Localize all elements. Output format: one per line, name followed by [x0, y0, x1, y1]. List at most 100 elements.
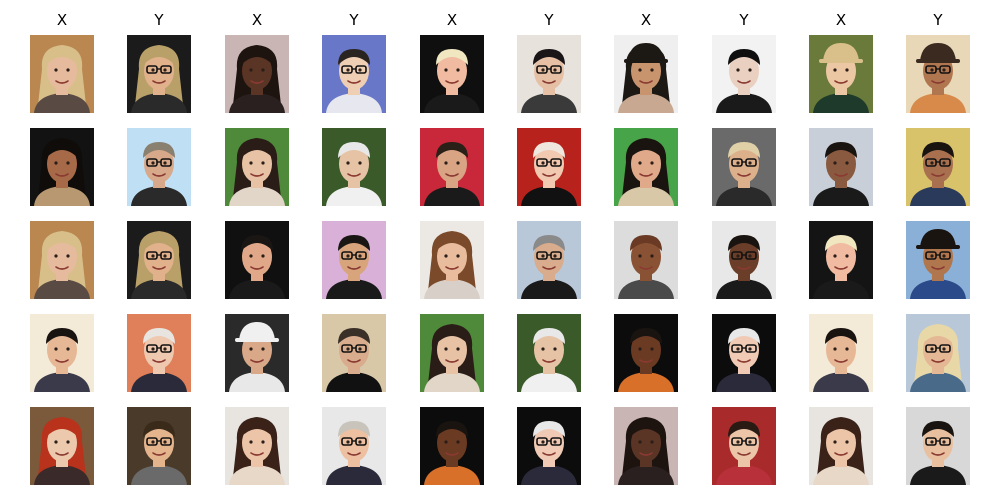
face-portrait: [225, 128, 289, 206]
column-label: Y: [154, 11, 164, 29]
face-portrait: [712, 35, 776, 113]
face-portrait: [322, 407, 386, 485]
face-thumbnail: [322, 221, 386, 299]
face-portrait: [712, 128, 776, 206]
face-thumbnail: [225, 407, 289, 485]
face-thumbnail: [809, 407, 873, 485]
face-portrait: [225, 407, 289, 485]
face-thumbnail: [614, 35, 678, 113]
face-thumbnail: [517, 128, 581, 206]
face-portrait: [906, 314, 970, 392]
face-thumbnail: [906, 314, 970, 392]
face-portrait: [809, 407, 873, 485]
face-portrait: [322, 314, 386, 392]
face-thumbnail: [809, 221, 873, 299]
face-portrait: [906, 35, 970, 113]
face-thumbnail: [30, 35, 94, 113]
face-portrait: [809, 314, 873, 392]
face-thumbnail: [906, 221, 970, 299]
face-thumbnail: [127, 221, 191, 299]
face-portrait: [127, 221, 191, 299]
face-portrait: [809, 35, 873, 113]
face-thumbnail: [225, 128, 289, 206]
face-thumbnail: [30, 407, 94, 485]
face-portrait: [30, 35, 94, 113]
face-thumbnail: [420, 221, 484, 299]
column-label: X: [56, 11, 68, 29]
face-portrait: [614, 221, 678, 299]
face-thumbnail: [712, 314, 776, 392]
face-thumbnail: [420, 35, 484, 113]
face-portrait: [322, 221, 386, 299]
face-portrait: [517, 407, 581, 485]
face-portrait: [30, 221, 94, 299]
face-thumbnail: [127, 314, 191, 392]
face-portrait: [614, 35, 678, 113]
face-portrait: [517, 128, 581, 206]
face-thumbnail: [30, 128, 94, 206]
face-portrait: [420, 35, 484, 113]
face-portrait: [322, 128, 386, 206]
face-portrait: [906, 221, 970, 299]
face-thumbnail: [127, 35, 191, 113]
face-portrait: [225, 314, 289, 392]
face-thumbnail: [420, 128, 484, 206]
column-label: Y: [739, 11, 749, 29]
face-portrait: [712, 221, 776, 299]
face-portrait: [614, 314, 678, 392]
face-thumbnail: [809, 35, 873, 113]
column-label: X: [446, 11, 458, 29]
face-thumbnail: [225, 221, 289, 299]
face-portrait: [420, 314, 484, 392]
face-portrait: [322, 35, 386, 113]
face-portrait: [712, 314, 776, 392]
face-thumbnail: [712, 221, 776, 299]
face-portrait: [420, 128, 484, 206]
face-thumbnail: [809, 314, 873, 392]
face-thumbnail: [517, 314, 581, 392]
column-label: X: [835, 11, 847, 29]
face-portrait: [809, 128, 873, 206]
face-portrait: [127, 35, 191, 113]
face-portrait: [30, 407, 94, 485]
face-portrait: [30, 314, 94, 392]
face-portrait: [127, 314, 191, 392]
face-thumbnail: [322, 35, 386, 113]
face-thumbnail: [906, 407, 970, 485]
face-thumbnail: [614, 407, 678, 485]
face-portrait: [30, 128, 94, 206]
face-portrait: [225, 221, 289, 299]
face-thumbnail: [322, 407, 386, 485]
face-portrait: [906, 128, 970, 206]
face-thumbnail: [322, 314, 386, 392]
face-thumbnail: [517, 407, 581, 485]
face-thumbnail: [225, 35, 289, 113]
column-label: X: [640, 11, 652, 29]
face-thumbnail: [712, 128, 776, 206]
face-thumbnail: [420, 407, 484, 485]
column-label: Y: [349, 11, 359, 29]
face-thumbnail: [712, 407, 776, 485]
face-thumbnail: [517, 35, 581, 113]
face-portrait: [517, 314, 581, 392]
face-thumbnail: [712, 35, 776, 113]
face-thumbnail: [420, 314, 484, 392]
face-thumbnail: [906, 35, 970, 113]
face-portrait: [614, 407, 678, 485]
face-portrait: [420, 221, 484, 299]
face-thumbnail: [809, 128, 873, 206]
face-portrait: [127, 407, 191, 485]
face-thumbnail: [322, 128, 386, 206]
column-label: Y: [544, 11, 554, 29]
face-thumbnail: [127, 407, 191, 485]
face-thumbnail: [614, 314, 678, 392]
column-label: X: [251, 11, 263, 29]
face-thumbnail: [30, 221, 94, 299]
face-portrait: [712, 407, 776, 485]
column-label: Y: [933, 11, 943, 29]
face-thumbnail: [906, 128, 970, 206]
face-portrait: [127, 128, 191, 206]
face-portrait: [906, 407, 970, 485]
face-thumbnail: [30, 314, 94, 392]
face-thumbnail: [517, 221, 581, 299]
